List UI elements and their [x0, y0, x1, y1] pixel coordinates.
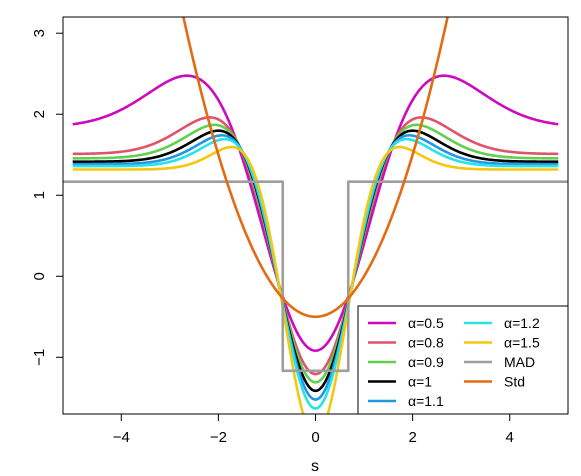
series-line-6 — [72, 145, 559, 414]
series-line-5 — [72, 137, 559, 410]
series-line-1 — [72, 116, 559, 376]
x-axis-title: s — [311, 458, 319, 475]
legend-label: MAD — [504, 354, 535, 370]
legend-label: α=0.8 — [408, 335, 444, 351]
legend-label: α=1.5 — [504, 335, 540, 351]
legend-label: α=1.2 — [504, 315, 540, 331]
y-tick-label: 0 — [31, 272, 48, 280]
x-tick-label: 2 — [408, 429, 416, 446]
x-tick-label: −4 — [113, 429, 130, 446]
y-axis: −1 0 1 2 3 — [31, 29, 63, 366]
series-line-2 — [72, 123, 559, 384]
series-line-3 — [72, 129, 559, 393]
x-tick-label: −2 — [210, 429, 227, 446]
y-tick-label: 1 — [31, 191, 48, 199]
series-curves — [63, 17, 568, 414]
series-line-8 — [182, 17, 449, 319]
x-tick-label: 0 — [311, 429, 319, 446]
x-tick-label: 4 — [506, 429, 514, 446]
legend-label: Std — [504, 374, 525, 390]
legend-label: α=1 — [408, 374, 432, 390]
legend-label: α=0.5 — [408, 315, 444, 331]
x-axis: −4 −2 0 2 4 — [113, 414, 514, 446]
legend: α=0.5 α=0.8 α=0.9 α=1 α=1.1 α=1.2 α=1.5 MAD Std — [357, 305, 569, 415]
y-tick-label: −1 — [31, 349, 48, 366]
series-line-7 — [63, 180, 568, 373]
series-line-4 — [72, 134, 559, 401]
legend-label: α=1.1 — [408, 393, 444, 409]
legend-label: α=0.9 — [408, 354, 444, 370]
series-line-0 — [72, 74, 559, 352]
y-tick-label: 3 — [31, 29, 48, 37]
y-tick-label: 2 — [31, 110, 48, 118]
